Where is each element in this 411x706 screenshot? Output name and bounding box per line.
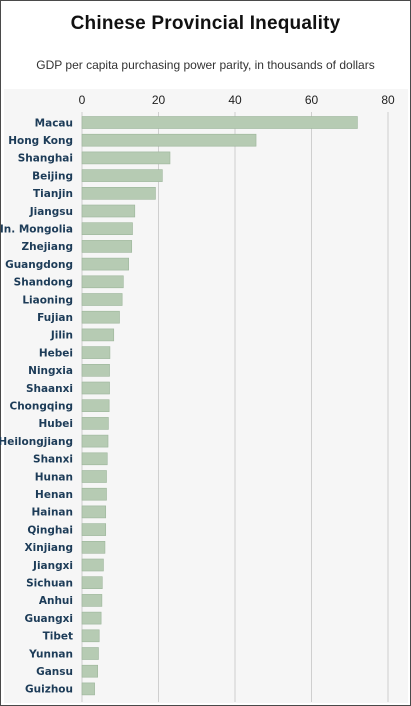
category-label: Anhui	[39, 595, 73, 607]
bar-jiangsu	[81, 204, 136, 218]
category-label: Yunnan	[28, 648, 73, 660]
category-label: Shandong	[14, 277, 73, 289]
bar-fujian	[81, 310, 120, 324]
x-tick-label: 40	[228, 93, 242, 107]
category-label: Hebei	[39, 347, 73, 359]
category-label: Guangxi	[24, 613, 73, 625]
bar-guizhou	[81, 682, 95, 696]
bar-heilongjiang	[81, 434, 109, 448]
category-label: Jilin	[50, 330, 73, 342]
category-label: Hainan	[31, 507, 73, 519]
bar-jiangxi	[81, 558, 104, 572]
bar-ningxia	[81, 363, 110, 377]
chart-title: Chinese Provincial Inequality	[70, 13, 341, 34]
bar-sichuan	[81, 576, 103, 590]
category-label: Shaanxi	[26, 383, 73, 395]
category-label: Sichuan	[26, 578, 73, 590]
category-label: Hunan	[35, 471, 73, 483]
category-label: Tibet	[43, 631, 73, 643]
bar-macau	[81, 116, 358, 129]
category-label: Shanxi	[33, 454, 73, 466]
bar-liaoning	[81, 293, 123, 306]
bar-hunan	[81, 470, 107, 483]
x-tick-label: 20	[152, 93, 166, 107]
bar-shanxi	[81, 452, 108, 466]
bar-hong-kong	[81, 133, 257, 147]
category-label: Fujian	[37, 312, 73, 324]
category-labels: Macau Hong Kong Shanghai Beijing Tianjin Jian…	[0, 117, 73, 695]
x-tick-label: 80	[381, 93, 395, 107]
bar-jilin	[81, 328, 115, 342]
bar-shaanxi	[81, 381, 110, 395]
bar-shanghai	[81, 151, 171, 165]
x-tick-label: 0	[79, 93, 86, 107]
category-label: Tianjin	[33, 188, 73, 200]
category-label: Ningxia	[28, 365, 73, 377]
bar-guangxi	[81, 611, 102, 625]
category-label: Liaoning	[22, 294, 73, 306]
category-label: Shanghai	[18, 153, 73, 165]
bar-shandong	[81, 275, 124, 289]
chart-subtitle: GDP per capita purchasing power parity, …	[36, 58, 375, 72]
category-label: Jiangsu	[29, 206, 73, 218]
bar-hebei	[81, 346, 111, 359]
bar-chongqing	[81, 399, 110, 413]
category-label: Beijing	[32, 170, 73, 182]
bar-beijing	[81, 169, 163, 182]
category-label: Qinghai	[27, 524, 73, 536]
gridlines	[81, 112, 389, 702]
x-tick-label: 60	[305, 93, 319, 107]
bar-guangdong	[81, 257, 129, 271]
category-label: Chongqing	[10, 401, 74, 413]
category-label: Macau	[35, 117, 73, 129]
bar-yunnan	[81, 647, 99, 660]
bar-tibet	[81, 629, 100, 643]
bar-henan	[81, 487, 107, 501]
bar-qinghai	[81, 523, 107, 536]
category-label: Jiangxi	[32, 560, 73, 572]
category-label: Heilongjiang	[0, 436, 73, 448]
category-label: In. Mongolia	[0, 224, 73, 236]
category-label: Gansu	[36, 666, 73, 678]
bar-gansu	[81, 664, 98, 678]
category-label: Xinjiang	[25, 542, 73, 554]
x-axis-ticks: 0 20 40 60 80	[79, 93, 395, 107]
bars	[81, 116, 358, 696]
category-label: Henan	[35, 489, 73, 501]
plot-area	[4, 89, 408, 703]
category-label: Hubei	[39, 418, 74, 430]
bar-zhejiang	[81, 240, 133, 253]
bar-xinjiang	[81, 540, 106, 554]
bar-anhui	[81, 594, 103, 607]
bar-tianjin	[81, 187, 156, 200]
category-label: Hong Kong	[8, 135, 73, 147]
bar-in-mongolia	[81, 222, 133, 235]
category-label: Guizhou	[25, 684, 73, 696]
bar-hainan	[81, 505, 107, 519]
category-label: Guangdong	[5, 259, 73, 271]
category-label: Zhejiang	[22, 241, 74, 253]
bar-hubei	[81, 417, 109, 430]
